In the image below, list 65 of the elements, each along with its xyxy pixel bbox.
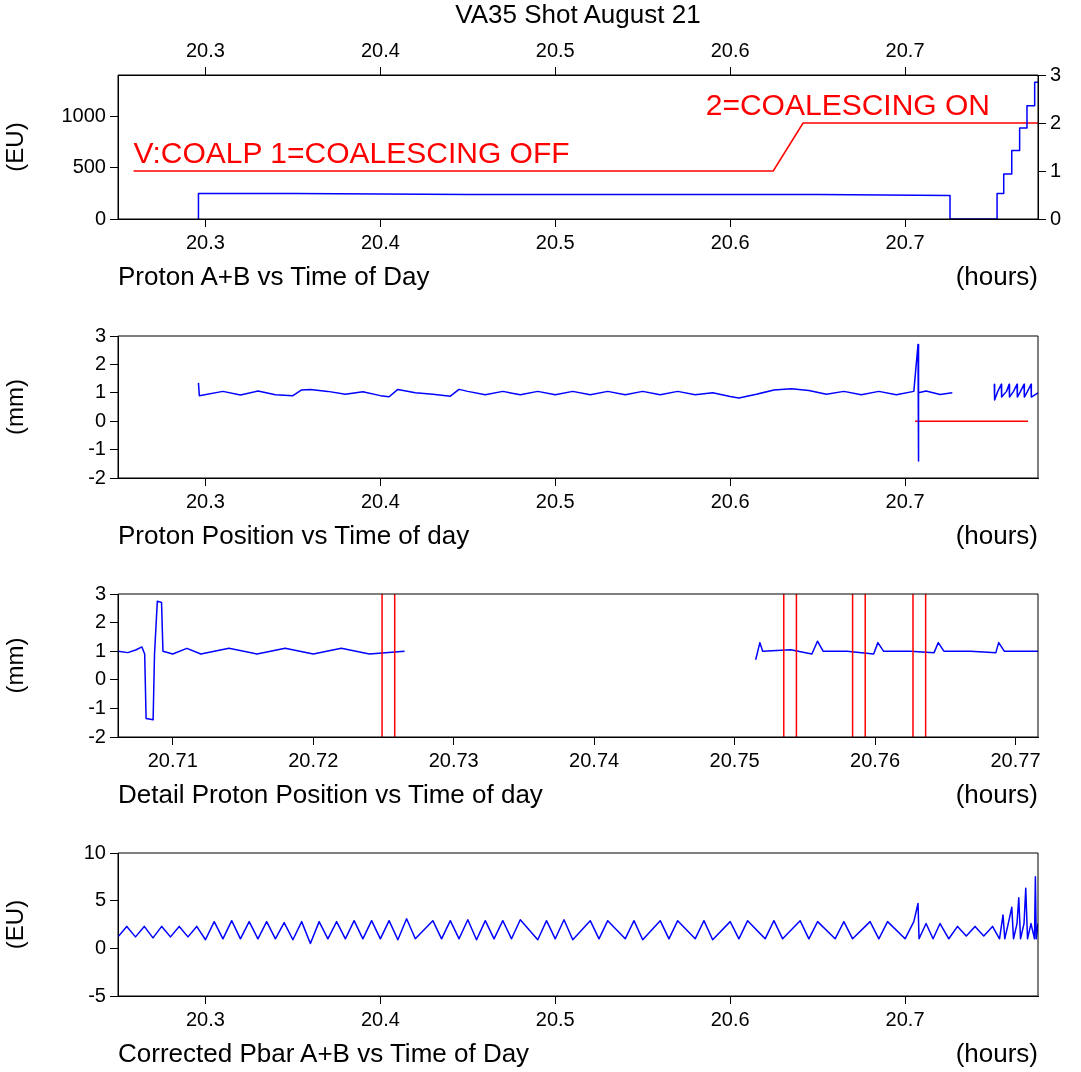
x-tick-label: 20.5: [535, 230, 575, 253]
x-tick-label: 20.4: [360, 1007, 400, 1030]
y-axis-title: (mm): [1, 637, 29, 694]
y-tick-label: 0: [94, 935, 106, 958]
text: Corrected Pbar A+B vs Time of Day: [118, 1037, 530, 1070]
x-tick-label: 20.7: [885, 230, 925, 253]
y-tick-label: -2: [88, 465, 106, 488]
annotation: V:COALP 1=COALESCING OFF: [133, 136, 570, 169]
y2-tick-label: 3: [1050, 62, 1062, 85]
x-tick-label: 20.73: [428, 748, 479, 771]
x-tick-label: 20.5: [535, 489, 575, 512]
x2-tick-label: 20.7: [885, 38, 925, 61]
x-axis-title: (hours): [955, 1037, 1038, 1070]
y-tick-label: 1000: [61, 104, 106, 127]
x-tick-label: 20.7: [885, 489, 925, 512]
x-axis-title: (hours): [955, 519, 1038, 552]
y2-tick-label: 2: [1050, 110, 1062, 133]
y-tick-label: 500: [72, 155, 106, 178]
y-tick-label: -1: [88, 437, 106, 460]
x-axis-title: (hours): [955, 778, 1038, 811]
text: Proton A+B vs Time of Day: [118, 260, 430, 293]
x-tick-label: 20.6: [710, 489, 750, 512]
y-axis-title: (EU): [1, 899, 29, 950]
x2-tick-label: 20.6: [710, 38, 750, 61]
y-tick-label: -2: [88, 724, 106, 747]
x2-tick-label: 20.3: [185, 38, 225, 61]
x-tick-label: 20.5: [535, 1007, 575, 1030]
x-tick-label: 20.77: [990, 748, 1041, 771]
x-tick-label: 20.76: [850, 748, 901, 771]
x-tick-label: 20.6: [710, 230, 750, 253]
x-axis-title: (hours): [955, 260, 1038, 293]
x-tick-label: 20.74: [569, 748, 620, 771]
x-tick-label: 20.3: [185, 489, 225, 512]
text: Proton Position vs Time of day: [118, 519, 470, 552]
y-tick-label: 2: [94, 351, 106, 374]
y-tick-label: 1: [94, 638, 106, 661]
y-tick-label: 0: [94, 667, 106, 690]
x-tick-label: 20.4: [360, 489, 400, 512]
y-tick-label: -1: [88, 695, 106, 718]
x-tick-label: 20.4: [360, 230, 400, 253]
annotation: 2=COALESCING ON: [705, 88, 990, 121]
y-tick-label: 10: [83, 840, 106, 863]
chart-title: VA35 Shot August 21: [454, 0, 702, 31]
y-tick-label: 0: [94, 408, 106, 431]
y2-tick-label: 0: [1050, 206, 1062, 229]
y-tick-label: 1: [94, 380, 106, 403]
text: Detail Proton Position vs Time of day: [118, 778, 543, 811]
x-tick-label: 20.72: [288, 748, 339, 771]
y-tick-label: 5: [94, 888, 106, 911]
y-tick-label: -5: [88, 983, 106, 1006]
x-tick-label: 20.3: [185, 230, 225, 253]
x-tick-label: 20.71: [147, 748, 198, 771]
y2-tick-label: 1: [1050, 158, 1062, 181]
x-tick-label: 20.7: [885, 1007, 925, 1030]
y-axis-title: (mm): [1, 379, 29, 435]
y-axis-title: (EU): [1, 122, 29, 172]
y-tick-label: 3: [94, 581, 106, 604]
y-tick-label: 2: [94, 610, 106, 633]
y-tick-label: 3: [94, 323, 106, 346]
x2-tick-label: 20.4: [360, 38, 400, 61]
x-tick-label: 20.6: [710, 1007, 750, 1030]
x-tick-label: 20.75: [709, 748, 760, 771]
x2-tick-label: 20.5: [535, 38, 575, 61]
x-tick-label: 20.3: [185, 1007, 225, 1030]
y-tick-label: 0: [94, 206, 106, 229]
